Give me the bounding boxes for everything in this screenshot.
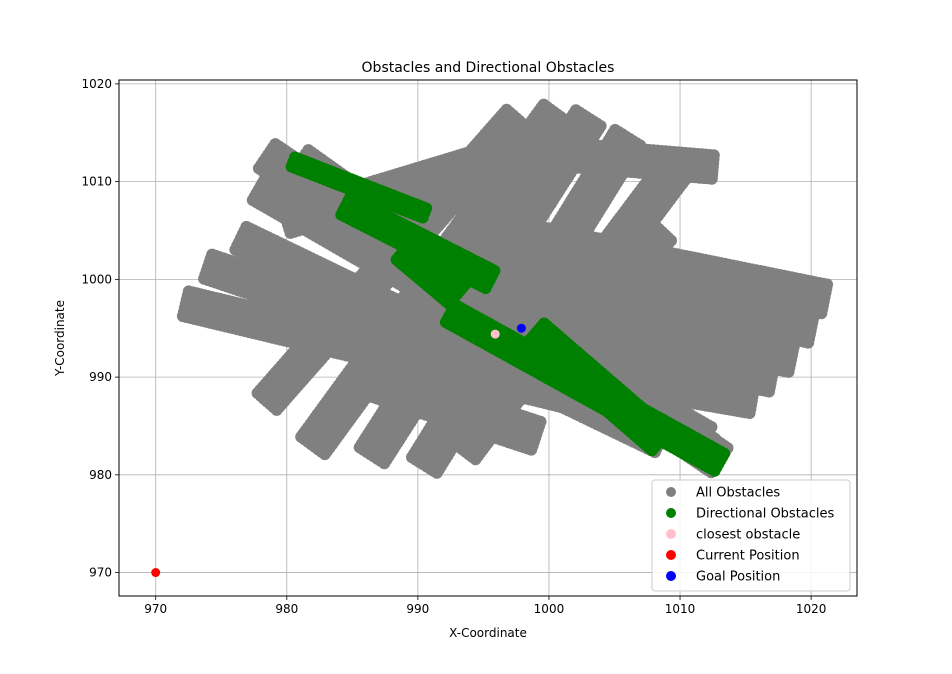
data-point bbox=[705, 421, 717, 433]
